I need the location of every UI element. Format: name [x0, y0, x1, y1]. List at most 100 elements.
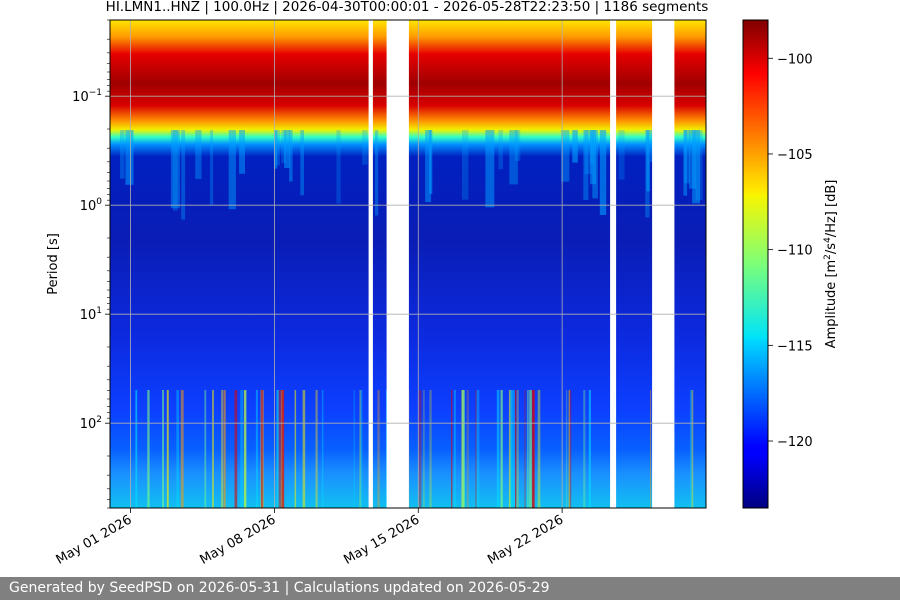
psd-streak [683, 130, 688, 196]
psd-streak [180, 390, 184, 508]
psd-streak [429, 130, 433, 194]
psd-streak [125, 130, 134, 185]
psd-streak [261, 390, 263, 508]
psd-streak [120, 130, 125, 179]
psd-streak [181, 130, 186, 220]
psd-streak [294, 390, 297, 508]
psd-streak [195, 130, 202, 179]
data-gap [368, 20, 373, 508]
footer-text: Generated by SeedPSD on 2026-05-31 | Cal… [9, 580, 550, 596]
psd-streak [423, 390, 425, 508]
psd-streak [509, 130, 518, 185]
psd-streak [204, 390, 207, 508]
psd-streak [527, 390, 529, 508]
psd-streak [336, 130, 341, 204]
psd-streak [566, 390, 568, 508]
psd-streak [418, 390, 422, 508]
psd-streak [228, 130, 236, 210]
data-gap [386, 20, 409, 508]
psd-streak [695, 130, 703, 201]
psd-streak [278, 390, 282, 508]
psd-streak [498, 130, 503, 170]
psd-streak [689, 390, 693, 508]
psd-streak [510, 390, 513, 508]
x-axis: May 01 2026 May 08 2026 May 15 2026 May 22 … [54, 508, 566, 568]
psd-streak [451, 390, 453, 508]
psd-streak [362, 130, 368, 165]
psd-streak [461, 390, 465, 508]
psd-streak [588, 390, 591, 508]
psd-streak [234, 390, 238, 508]
psd-streak [475, 390, 477, 508]
psd-streak [572, 130, 578, 163]
x-tick-label: May 08 2026 [197, 512, 278, 567]
psd-streak [147, 390, 150, 508]
psd-streak [568, 390, 572, 508]
psd-streak [515, 390, 517, 508]
psd-streak [496, 390, 500, 508]
psd-streak [561, 130, 570, 182]
colorbar: −100 −105 −110 −115 −120 Amplitude [m2/s4/Hz… [742, 19, 839, 509]
psd-figure: HI.LMN1..HNZ | 100.0Hz | 2026-04-30T00:0… [46, 0, 839, 568]
plot-area [110, 20, 706, 508]
psd-streak [453, 390, 456, 508]
psd-streak [590, 130, 596, 185]
psd-streak [359, 390, 363, 508]
psd-streak [583, 130, 589, 200]
plot-frame [109, 19, 707, 509]
psd-streak [485, 130, 495, 208]
psd-streak [516, 390, 519, 508]
psd-streak [618, 130, 625, 180]
data-gaps [368, 20, 675, 508]
psd-streak [289, 130, 293, 182]
psd-streak [599, 130, 607, 215]
psd-streak [513, 390, 515, 508]
psd-streak [568, 390, 570, 508]
y-tick-label: 101 [80, 306, 102, 323]
footer-banner: Generated by SeedPSD on 2026-05-31 | Cal… [0, 577, 900, 600]
psd-streak [302, 390, 306, 508]
psd-streak [321, 390, 324, 508]
psd-streak [243, 390, 247, 508]
psd-streak [210, 130, 214, 206]
psd-streak [315, 390, 318, 508]
psd-streak [374, 130, 379, 216]
psd-streak [170, 130, 180, 209]
psd-streak [281, 390, 285, 508]
psd-streak [135, 390, 138, 508]
colorbar-tick-label: −120 [777, 435, 813, 450]
psd-streak [645, 130, 650, 218]
psd-streak [466, 390, 469, 508]
psd-streak [353, 390, 355, 508]
psd-streak [532, 390, 535, 508]
psd-streak [172, 130, 178, 211]
colorbar-tick-label: −115 [777, 339, 813, 354]
grid-lines [110, 20, 706, 508]
psd-streak [300, 130, 304, 196]
y-tick-label: 10−1 [72, 88, 102, 105]
psd-streak [425, 130, 432, 203]
psd-streak [508, 390, 511, 508]
x-tick-label: May 22 2026 [485, 512, 566, 567]
x-tick-label: May 15 2026 [341, 512, 422, 567]
x-tick-label: May 01 2026 [54, 512, 135, 567]
psd-streak [429, 390, 432, 508]
y-axis: 10−1 100 101 102 [72, 19, 110, 509]
psd-streak [276, 390, 280, 508]
y-tick-label: 102 [80, 415, 102, 432]
psd-streak [583, 390, 586, 508]
psd-streak [359, 390, 362, 508]
y-tick-label: 100 [80, 197, 103, 214]
psd-streak [244, 390, 247, 508]
psd-streak [476, 390, 480, 508]
psd-streak [537, 390, 541, 508]
psd-streak [239, 130, 245, 174]
psd-streak [166, 390, 169, 508]
psd-streak [462, 130, 469, 200]
colorbar-gradient [742, 19, 769, 509]
psd-streak [377, 390, 380, 508]
colorbar-ticks: −100 −105 −110 −115 −120 [768, 52, 813, 450]
psd-streak [223, 390, 226, 508]
psd-streak [646, 130, 650, 192]
chart-title: HI.LMN1..HNZ | 100.0Hz | 2026-04-30T00:0… [106, 0, 709, 15]
